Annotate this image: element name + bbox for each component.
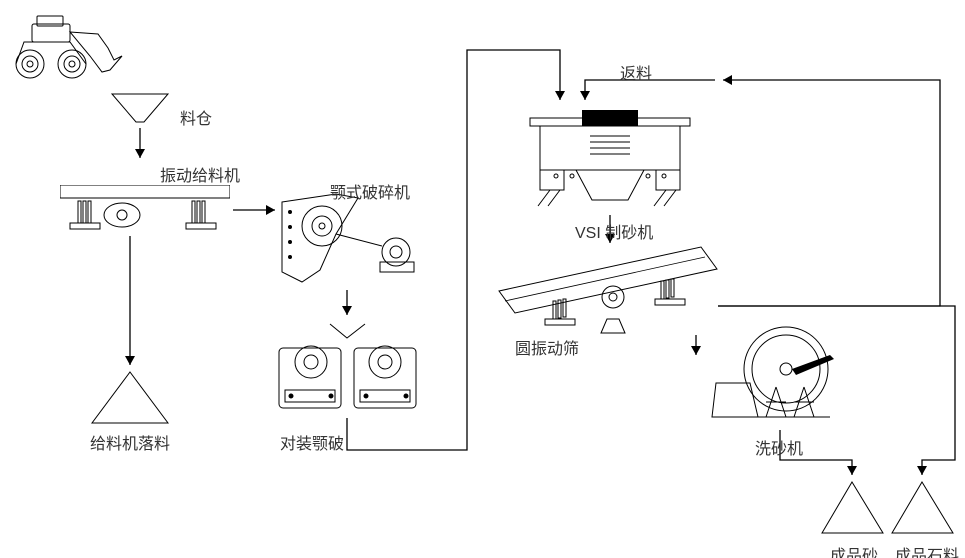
jaw-crusher-icon xyxy=(280,192,420,287)
label-product-stone: 成品石料 xyxy=(895,542,959,558)
label-feeder-falloff: 给料机落料 xyxy=(90,430,170,454)
flow-arrows xyxy=(0,0,965,558)
label-double-jaw: 对装颚破 xyxy=(280,430,344,454)
falloff-pile-icon xyxy=(90,370,170,425)
label-washer: 洗砂机 xyxy=(755,435,803,459)
diagram-canvas: 料仓 振动给料机 颚式破碎机 给料机落料 对装颚破 返料 VSI 制砂机 圆振动… xyxy=(0,0,965,558)
label-hopper: 料仓 xyxy=(180,105,212,129)
label-product-sand: 成品砂 xyxy=(830,542,878,558)
label-screen: 圆振动筛 xyxy=(515,335,579,359)
loader-icon xyxy=(10,14,125,82)
label-feeder: 振动给料机 xyxy=(160,162,240,186)
product-stone-pile-icon xyxy=(890,480,955,535)
sand-washer-icon xyxy=(710,325,850,425)
feeder-icon xyxy=(60,185,230,235)
vibrating-screen-icon xyxy=(495,245,720,340)
label-return: 返料 xyxy=(620,60,652,84)
label-vsi: VSI 制砂机 xyxy=(575,219,653,243)
label-jaw: 颚式破碎机 xyxy=(330,179,410,203)
double-jaw-icon xyxy=(275,320,420,415)
vsi-crusher-icon xyxy=(520,106,700,211)
product-sand-pile-icon xyxy=(820,480,885,535)
hopper-icon xyxy=(110,92,170,124)
